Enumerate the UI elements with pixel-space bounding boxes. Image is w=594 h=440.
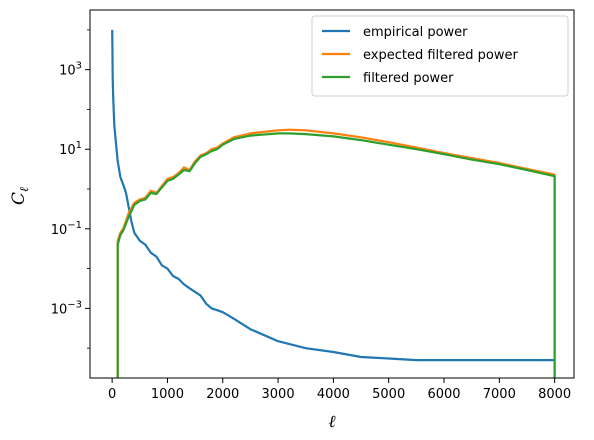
x-axis-label: ℓ xyxy=(328,412,335,432)
plot-frame xyxy=(89,9,575,379)
legend-label-0: empirical power xyxy=(363,25,468,40)
y-tick-base: 10 xyxy=(59,143,76,158)
y-axis-label: Cℓ xyxy=(9,187,31,205)
x-tick-label: 8000 xyxy=(538,387,571,402)
y-tick-label: 10−3 xyxy=(51,299,82,317)
y-tick-label: 103 xyxy=(59,61,82,79)
legend-label-1: expected filtered power xyxy=(363,48,519,63)
legend-label-2: filtered power xyxy=(363,71,454,86)
y-axis-label-main: C xyxy=(9,192,29,205)
legend: empirical power expected filtered power fi… xyxy=(311,15,569,97)
y-tick-base: 10 xyxy=(59,64,76,79)
y-axis-label-sub: ℓ xyxy=(17,187,31,192)
x-axis: 0 1000 2000 3000 4000 5000 6000 7000 8000 xyxy=(108,378,571,402)
y-tick-exponent: −1 xyxy=(67,220,82,231)
x-tick-label: 6000 xyxy=(427,387,460,402)
x-tick-label: 3000 xyxy=(262,387,295,402)
legend-frame xyxy=(311,15,569,97)
x-tick-label: 2000 xyxy=(206,387,239,402)
x-tick-label: 7000 xyxy=(483,387,516,402)
series-line-0 xyxy=(111,29,555,362)
x-tick-label: 5000 xyxy=(372,387,405,402)
y-tick-label: 101 xyxy=(59,140,82,158)
x-tick-label: 1000 xyxy=(151,387,184,402)
series-layer xyxy=(111,29,556,378)
x-tick-label: 4000 xyxy=(317,387,350,402)
y-tick-exponent: 1 xyxy=(76,140,82,151)
series-line-2 xyxy=(116,132,556,378)
y-tick-base: 10 xyxy=(51,302,68,317)
y-tick-label: 10−1 xyxy=(51,220,82,238)
x-tick-label: 0 xyxy=(108,387,116,402)
y-tick-exponent: 3 xyxy=(76,61,82,72)
y-tick-exponent: −3 xyxy=(67,299,82,310)
y-tick-base: 10 xyxy=(51,223,68,238)
